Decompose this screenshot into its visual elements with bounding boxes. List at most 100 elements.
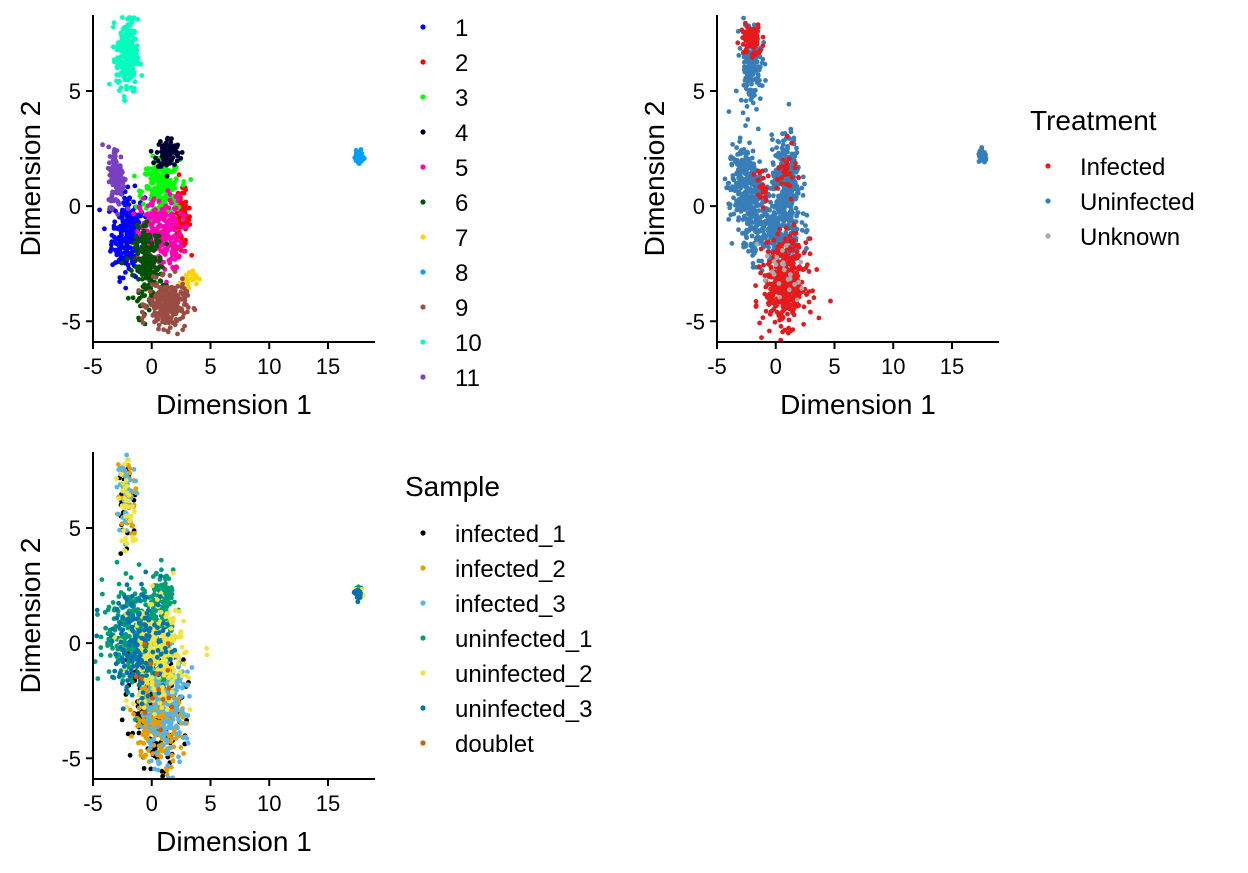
data-point <box>778 180 784 186</box>
data-point <box>794 249 800 255</box>
data-point <box>161 161 167 167</box>
data-point <box>792 282 797 287</box>
x-axis-title: Dimension 1 <box>780 389 936 420</box>
data-point <box>170 265 176 270</box>
data-point <box>114 484 120 490</box>
data-point <box>746 57 751 63</box>
data-point <box>161 217 167 223</box>
data-point <box>759 238 764 244</box>
data-point <box>150 751 156 757</box>
data-point <box>758 246 764 252</box>
data-point <box>743 123 748 129</box>
data-point <box>782 210 788 216</box>
data-point <box>114 252 120 258</box>
data-point <box>187 693 192 699</box>
data-point <box>788 209 793 215</box>
data-point <box>758 48 763 53</box>
data-point <box>791 307 796 312</box>
data-point <box>977 148 983 154</box>
data-point <box>178 629 184 634</box>
data-point <box>160 773 166 779</box>
data-point <box>127 752 133 758</box>
data-point <box>796 303 802 308</box>
data-point <box>166 589 171 595</box>
data-point <box>160 599 166 605</box>
data-point <box>756 168 761 174</box>
data-point <box>749 54 755 60</box>
legend-key <box>420 94 426 100</box>
data-point <box>792 165 798 171</box>
data-point <box>771 193 776 199</box>
data-point <box>106 604 112 610</box>
data-point <box>106 179 112 185</box>
data-point <box>122 468 128 474</box>
data-point <box>735 40 741 46</box>
data-point <box>132 86 137 91</box>
data-point <box>136 225 141 231</box>
data-point <box>137 248 142 253</box>
data-point <box>778 216 783 222</box>
data-point <box>168 672 174 678</box>
data-point <box>127 217 132 223</box>
data-point <box>124 704 130 710</box>
data-point <box>165 763 171 768</box>
data-point <box>806 269 812 274</box>
data-point <box>181 216 187 222</box>
data-point <box>780 223 786 229</box>
data-point <box>754 38 760 44</box>
data-point <box>776 171 782 177</box>
data-point <box>181 179 187 184</box>
data-point <box>750 226 756 232</box>
data-point <box>131 15 137 21</box>
data-point <box>142 171 148 177</box>
data-point <box>139 309 145 315</box>
data-point <box>132 717 138 722</box>
data-point <box>155 597 160 602</box>
data-point <box>142 285 148 290</box>
data-point <box>766 229 771 234</box>
data-point <box>175 661 181 667</box>
data-point <box>124 452 130 458</box>
data-point <box>789 140 794 146</box>
data-point <box>145 211 151 217</box>
data-point <box>126 212 132 218</box>
data-point <box>749 211 755 217</box>
data-point <box>791 237 796 243</box>
data-point <box>736 175 741 181</box>
data-point <box>161 743 166 748</box>
data-point <box>136 705 142 711</box>
data-point <box>764 253 770 259</box>
data-point <box>173 294 179 300</box>
data-point <box>743 86 749 92</box>
data-point <box>156 761 162 767</box>
data-point <box>140 732 146 737</box>
data-point <box>173 248 179 253</box>
scatter-points <box>92 452 366 781</box>
data-point <box>117 163 122 169</box>
data-point <box>767 328 772 334</box>
data-point <box>794 150 800 155</box>
data-point <box>783 181 789 187</box>
data-point <box>128 575 134 580</box>
data-point <box>982 155 988 161</box>
data-point <box>163 232 169 238</box>
data-point <box>129 733 134 739</box>
data-point <box>778 323 784 329</box>
data-point <box>121 51 127 57</box>
data-point <box>117 279 123 284</box>
data-point <box>145 228 150 234</box>
data-point <box>110 178 116 184</box>
data-point <box>157 278 163 284</box>
data-point <box>151 160 157 166</box>
data-point <box>171 168 177 174</box>
x-tick-label: 0 <box>146 354 158 379</box>
data-point <box>771 237 777 243</box>
x-tick-label: 10 <box>881 354 905 379</box>
series-10 <box>107 15 145 104</box>
data-point <box>118 48 124 54</box>
data-point <box>147 289 153 294</box>
data-point <box>787 189 792 195</box>
data-point <box>131 211 136 217</box>
